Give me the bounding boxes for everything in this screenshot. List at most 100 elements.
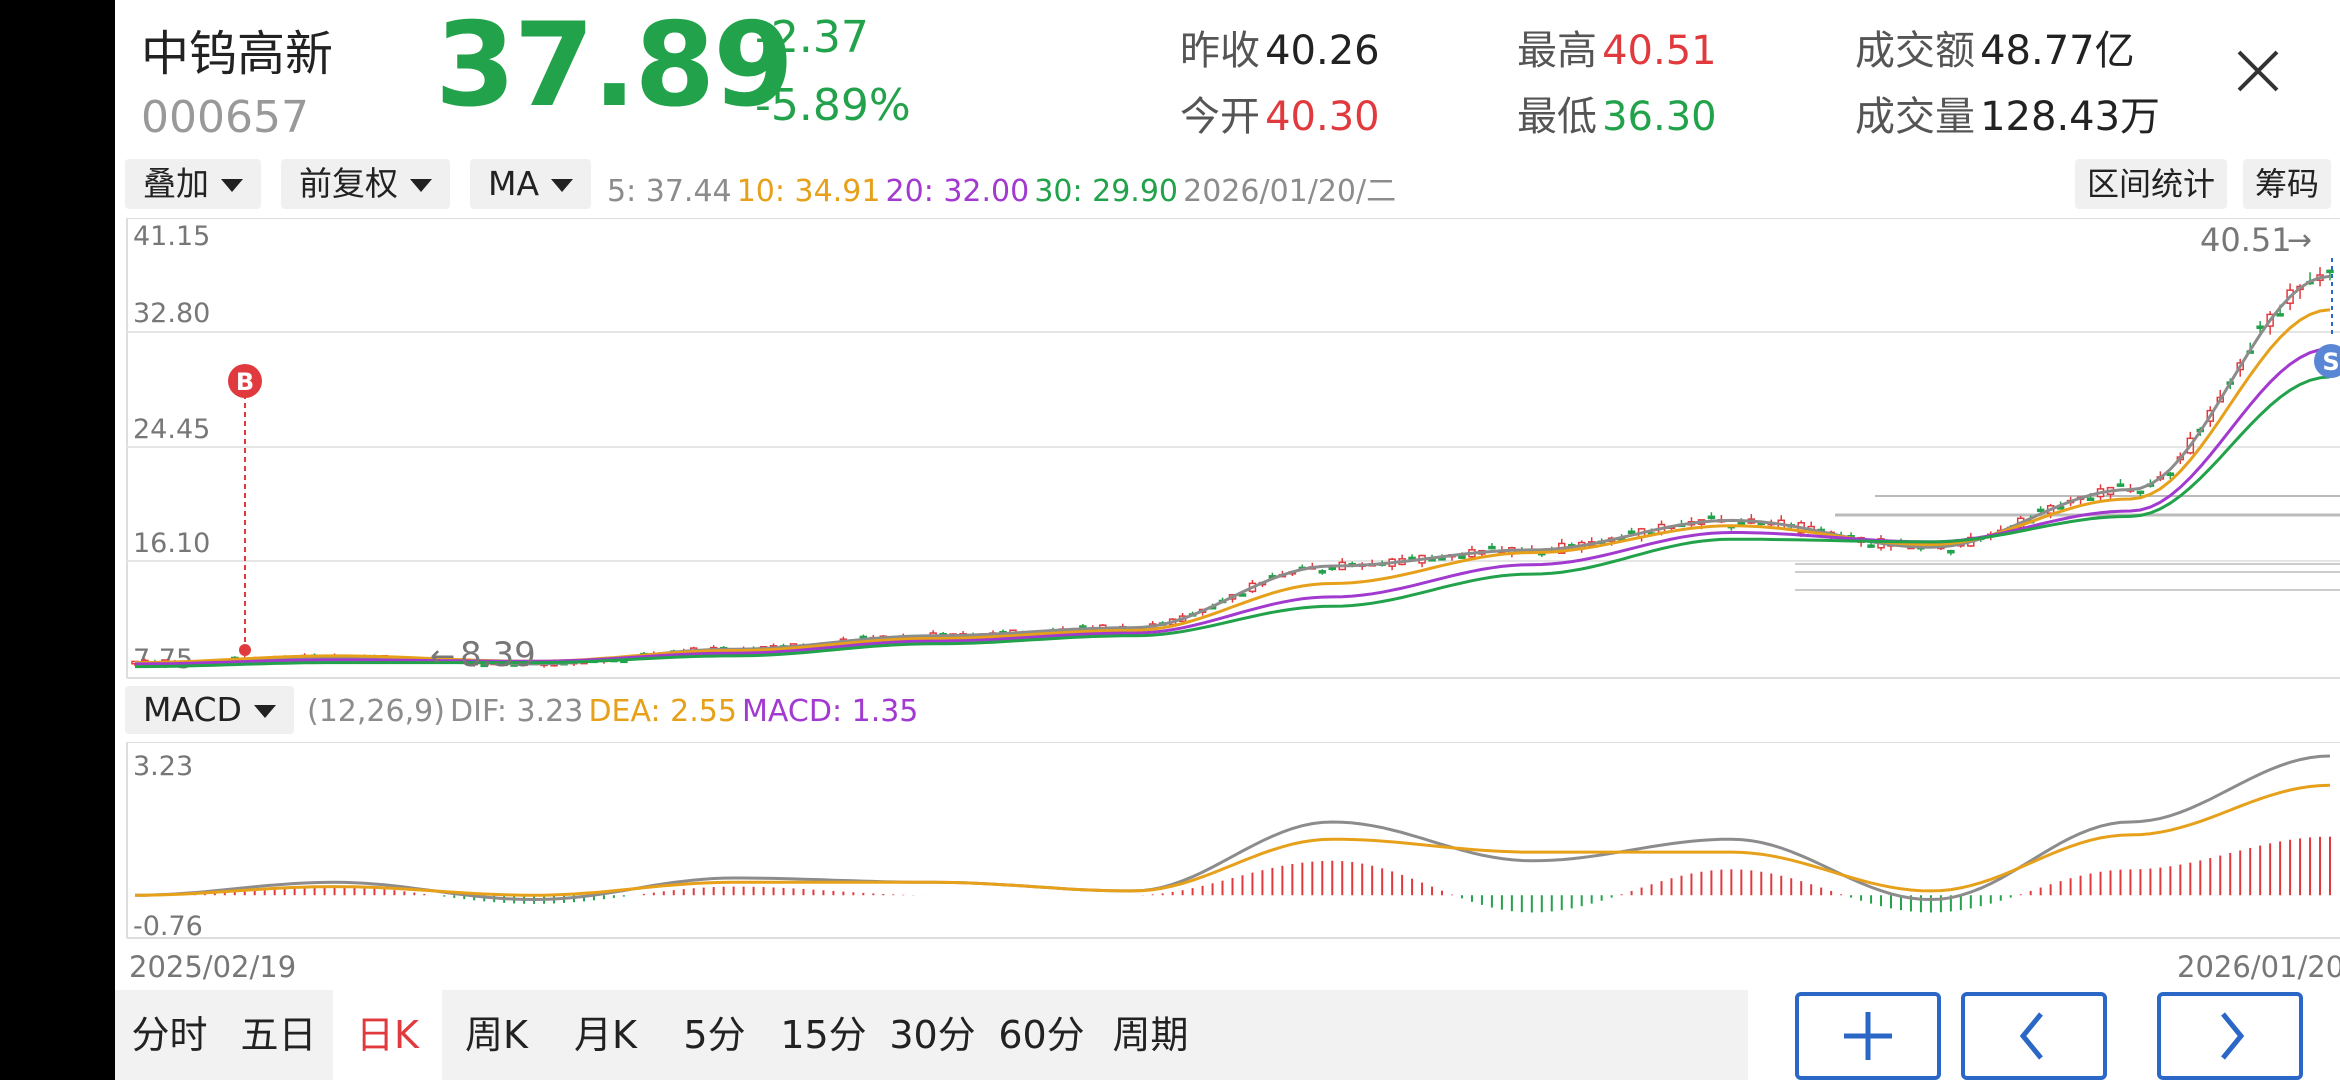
open-stat: 今开 40.30 bbox=[1180, 84, 1380, 142]
moving-average-lines bbox=[135, 274, 2331, 669]
candlestick bbox=[1777, 515, 1785, 530]
macd-dropdown[interactable]: MACD bbox=[125, 686, 294, 734]
price-change-pct: -5.89% bbox=[755, 80, 911, 131]
macd-line-dif bbox=[135, 754, 2331, 902]
tab-weekly-k[interactable]: 周K bbox=[465, 1013, 528, 1057]
candlestick bbox=[1488, 543, 1496, 550]
candlestick bbox=[2166, 472, 2175, 480]
chevron-right-icon bbox=[2221, 1012, 2245, 1060]
tab-5min[interactable]: 5分 bbox=[683, 1013, 746, 1057]
low-arrow: ← bbox=[430, 639, 455, 674]
y-axis-ticks: 41.15 32.80 24.45 16.10 7.75 bbox=[133, 221, 210, 675]
next-button[interactable] bbox=[2157, 992, 2303, 1080]
high-arrow: → bbox=[2287, 223, 2312, 258]
amount-label: 成交额 bbox=[1855, 28, 1975, 74]
low-stat: 最低 36.30 bbox=[1517, 84, 1717, 142]
overlay-dropdown[interactable]: 叠加 bbox=[125, 159, 261, 209]
ma-label: MA bbox=[488, 164, 540, 203]
low-value: 36.30 bbox=[1602, 94, 1717, 140]
ma-dropdown[interactable]: MA bbox=[470, 159, 592, 209]
zoom-in-button[interactable] bbox=[1795, 992, 1941, 1080]
macd-line-dea bbox=[135, 783, 2331, 897]
candlestick bbox=[2256, 321, 2264, 334]
macd-label: MACD bbox=[143, 690, 242, 729]
macd-params: (12,26,9) bbox=[307, 694, 445, 729]
high-stat: 最高 40.51 bbox=[1517, 18, 1717, 76]
stock-app: 中钨高新 000657 37.89 -2.37 -5.89% 昨收 40.26 … bbox=[115, 0, 2340, 1080]
overlay-label: 叠加 bbox=[143, 164, 209, 203]
low-label: 最低 bbox=[1517, 94, 1597, 140]
macd-values: (12,26,9) DIF: 3.23 DEA: 2.55 MACD: 1.35 bbox=[307, 694, 918, 729]
adjust-dropdown[interactable]: 前复权 bbox=[281, 159, 450, 209]
candlestick bbox=[1707, 512, 1716, 520]
dif-value: DIF: 3.23 bbox=[450, 694, 584, 729]
candlestick bbox=[1318, 569, 1327, 575]
chevron-left-icon bbox=[2019, 1012, 2043, 1060]
macd-chart[interactable]: 3.23 -0.76 bbox=[115, 742, 2340, 942]
prev-button[interactable] bbox=[1961, 992, 2107, 1080]
kline-chart[interactable]: 41.15 32.80 24.45 16.10 7.75 B 8.39 ← 40… bbox=[115, 218, 2340, 682]
macd-lines bbox=[135, 754, 2331, 902]
candlestick bbox=[2326, 269, 2334, 281]
y-tick: 24.45 bbox=[133, 414, 210, 445]
volume-label: 成交量 bbox=[1855, 94, 1975, 140]
ma20-value: 20: 32.00 bbox=[885, 174, 1030, 209]
tab-intraday[interactable]: 分时 bbox=[131, 1013, 208, 1057]
sell-marker-label: S bbox=[2322, 348, 2339, 376]
buy-marker-label: B bbox=[236, 368, 254, 396]
open-label: 今开 bbox=[1180, 94, 1260, 140]
grid bbox=[126, 218, 2340, 679]
range-stats-button[interactable]: 区间统计 bbox=[2075, 159, 2228, 209]
current-date: 2026/01/20/二 bbox=[1183, 174, 1397, 209]
buy-marker[interactable]: B bbox=[228, 364, 262, 656]
open-value: 40.30 bbox=[1265, 94, 1380, 140]
candlestick bbox=[2106, 486, 2115, 501]
tab-daily-k[interactable]: 日K bbox=[333, 990, 442, 1080]
high-value: 40.51 bbox=[1602, 28, 1717, 74]
prev-close-label: 昨收 bbox=[1180, 28, 1260, 74]
high-annotation: 40.51 bbox=[2200, 221, 2292, 259]
candlestick bbox=[1947, 549, 1955, 556]
tab-60min[interactable]: 60分 bbox=[998, 1013, 1085, 1057]
ma10-value: 10: 34.91 bbox=[736, 174, 881, 209]
x-end-date: 2026/01/20 bbox=[2177, 950, 2340, 984]
stock-code: 000657 bbox=[141, 92, 309, 143]
amount-stat: 成交额 48.77亿 bbox=[1855, 18, 2135, 76]
plus-icon bbox=[1844, 1012, 1892, 1060]
low-annotation: 8.39 bbox=[460, 635, 536, 675]
candlestick bbox=[1627, 527, 1636, 535]
close-icon[interactable] bbox=[2233, 46, 2283, 96]
tab-15min[interactable]: 15分 bbox=[780, 1013, 867, 1057]
period-tabs: 分时 五日 日K 周K 月K 5分 15分 30分 60分 周期 bbox=[115, 990, 1748, 1080]
tab-30min[interactable]: 30分 bbox=[889, 1013, 976, 1057]
sell-marker[interactable]: S bbox=[2314, 344, 2340, 378]
price-change: -2.37 bbox=[755, 12, 869, 63]
tab-period[interactable]: 周期 bbox=[1112, 1013, 1189, 1057]
macd-y-bottom: -0.76 bbox=[133, 911, 203, 942]
macd-value: MACD: 1.35 bbox=[742, 694, 919, 729]
current-price: 37.89 bbox=[435, 0, 794, 133]
caret-down-icon bbox=[410, 179, 432, 192]
y-tick: 32.80 bbox=[133, 298, 210, 329]
prev-close-stat: 昨收 40.26 bbox=[1180, 18, 1380, 76]
candlestick bbox=[1338, 558, 1346, 571]
prev-close-value: 40.26 bbox=[1265, 28, 1380, 74]
amount-value: 48.77亿 bbox=[1980, 28, 2135, 74]
caret-down-icon bbox=[221, 179, 243, 192]
ma-line-ma10 bbox=[135, 308, 2331, 665]
volume-value: 128.43万 bbox=[1980, 94, 2161, 140]
ma30-value: 30: 29.90 bbox=[1034, 174, 1179, 209]
caret-down-icon bbox=[551, 179, 574, 192]
y-tick: 16.10 bbox=[133, 528, 210, 559]
y-tick: 41.15 bbox=[133, 221, 210, 252]
high-label: 最高 bbox=[1517, 28, 1597, 74]
macd-y-top: 3.23 bbox=[133, 751, 193, 782]
candlestick bbox=[2116, 479, 2125, 487]
candlestick bbox=[2136, 490, 2145, 498]
tab-monthly-k[interactable]: 月K bbox=[574, 1013, 637, 1057]
tab-five-day[interactable]: 五日 bbox=[240, 1013, 317, 1057]
stock-name: 中钨高新 bbox=[141, 26, 334, 82]
x-start-date: 2025/02/19 bbox=[129, 950, 297, 984]
chips-button[interactable]: 筹码 bbox=[2243, 159, 2332, 209]
ma-line-ma20 bbox=[135, 347, 2331, 666]
